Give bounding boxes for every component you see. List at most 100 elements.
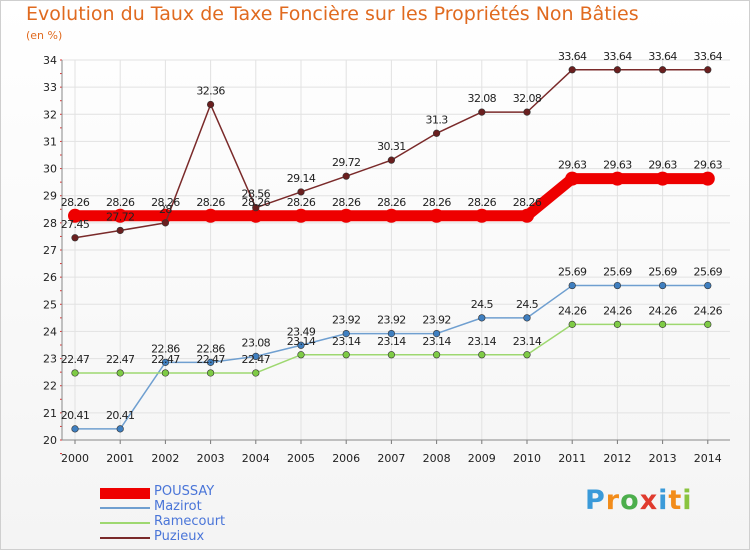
- x-tick-label: 2007: [377, 452, 405, 465]
- data-point-poussay: [655, 171, 670, 186]
- x-tick-label: 2006: [332, 452, 360, 465]
- data-point-ramecourt: [342, 351, 350, 359]
- data-point-mazirot: [433, 330, 441, 338]
- logo-letter: P: [585, 485, 606, 516]
- x-tick-label: 2014: [694, 452, 722, 465]
- data-label-mazirot: 25.69: [558, 266, 587, 279]
- data-label-puzieux: 33.64: [694, 50, 723, 63]
- data-label-puzieux: 32.36: [196, 85, 225, 98]
- data-label-mazirot: 25.69: [648, 266, 677, 279]
- y-tick-label: 33: [43, 81, 57, 94]
- data-label-ramecourt: 23.14: [287, 335, 316, 348]
- data-label-ramecourt: 24.26: [603, 304, 632, 317]
- data-point-poussay: [68, 208, 82, 223]
- data-label-ramecourt: 22.47: [106, 353, 135, 366]
- y-tick-label: 29: [43, 190, 57, 203]
- data-label-mazirot: 23.92: [332, 314, 361, 327]
- x-tick-label: 2005: [287, 452, 315, 465]
- data-point-poussay: [203, 208, 218, 223]
- data-point-mazirot: [207, 358, 215, 366]
- data-label-puzieux: 30.31: [377, 140, 406, 153]
- data-label-ramecourt: 23.14: [513, 335, 542, 348]
- grid-lines: [62, 59, 730, 441]
- y-tick-label: 32: [43, 108, 57, 121]
- logo-letter: o: [620, 485, 640, 516]
- data-label-mazirot: 22.86: [196, 342, 225, 355]
- data-label-ramecourt: 22.47: [61, 353, 90, 366]
- data-label-poussay: 28.26: [106, 196, 135, 209]
- data-point-mazirot: [297, 341, 305, 349]
- data-label-mazirot: 22.86: [151, 342, 180, 355]
- data-point-ramecourt: [387, 351, 396, 359]
- x-tick-label: 2002: [151, 452, 179, 465]
- data-point-puzieux: [568, 66, 576, 74]
- data-point-mazirot: [161, 358, 169, 366]
- chart-unit-label: (en %): [26, 29, 63, 42]
- data-label-ramecourt: 23.14: [332, 335, 361, 348]
- data-label-poussay: 28.26: [61, 196, 90, 209]
- legend-swatch: [100, 507, 150, 509]
- data-label-puzieux: 31.3: [426, 113, 449, 126]
- data-point-poussay: [248, 208, 263, 223]
- data-point-puzieux: [704, 66, 712, 74]
- data-point-ramecourt: [207, 369, 215, 377]
- data-label-poussay: 28.26: [513, 196, 542, 209]
- legend-swatch: [100, 522, 150, 524]
- data-label-mazirot: 20.41: [106, 409, 135, 422]
- data-point-poussay: [520, 208, 534, 223]
- data-label-mazirot: 25.69: [694, 266, 723, 279]
- data-label-poussay: 28.26: [468, 196, 497, 209]
- y-tick-label: 31: [43, 135, 57, 148]
- y-tick-label: 28: [43, 217, 57, 230]
- data-point-ramecourt: [523, 351, 531, 359]
- data-label-poussay: 28.26: [377, 196, 406, 209]
- data-point-mazirot: [342, 330, 350, 338]
- y-tick-label: 26: [43, 271, 57, 284]
- data-point-mazirot: [387, 330, 396, 338]
- data-point-puzieux: [71, 234, 79, 242]
- logo-letter: i: [658, 485, 669, 516]
- data-point-poussay: [113, 208, 128, 223]
- data-point-poussay: [474, 208, 489, 223]
- legend-label: POUSSAY: [154, 484, 215, 499]
- data-point-ramecourt: [613, 320, 622, 328]
- legend-swatch: [100, 537, 150, 539]
- legend-label: Mazirot: [154, 499, 202, 514]
- data-label-mazirot: 24.5: [471, 298, 494, 311]
- data-point-puzieux: [387, 156, 396, 164]
- data-label-ramecourt: 22.47: [196, 353, 225, 366]
- data-label-mazirot: 25.69: [603, 266, 632, 279]
- data-label-puzieux: 32.08: [513, 92, 542, 105]
- data-point-ramecourt: [252, 369, 260, 377]
- data-label-mazirot: 23.08: [242, 336, 271, 349]
- data-label-puzieux: 27.72: [106, 210, 135, 223]
- logo-letter: t: [668, 485, 683, 516]
- data-point-puzieux: [433, 129, 441, 137]
- data-point-poussay: [339, 208, 354, 223]
- data-point-puzieux: [613, 66, 622, 74]
- data-label-poussay: 28.26: [196, 196, 225, 209]
- data-label-poussay: 29.63: [603, 159, 632, 172]
- y-tick-label: 34: [43, 54, 57, 67]
- data-label-ramecourt: 24.26: [694, 304, 723, 317]
- data-point-poussay: [610, 171, 625, 186]
- data-point-mazirot: [658, 281, 667, 290]
- data-label-puzieux: 28: [159, 203, 172, 216]
- data-label-mazirot: 23.49: [287, 325, 316, 338]
- data-point-mazirot: [613, 281, 622, 290]
- x-tick-label: 2013: [649, 452, 677, 465]
- data-point-ramecourt: [478, 351, 486, 359]
- x-tick-label: 2004: [242, 452, 270, 465]
- x-tick-label: 2012: [603, 452, 631, 465]
- data-point-puzieux: [658, 66, 667, 74]
- data-label-ramecourt: 23.14: [377, 335, 406, 348]
- data-label-ramecourt: 23.14: [468, 335, 497, 348]
- data-labels-layer: 28.26 28.26 28.26 28.26 28.26 28.26 28.26 28.26…: [61, 50, 723, 422]
- data-point-ramecourt: [297, 351, 305, 359]
- data-point-mazirot: [523, 314, 531, 322]
- data-label-poussay: 28.26: [422, 196, 451, 209]
- x-tick-label: 2001: [106, 452, 134, 465]
- data-label-poussay: 29.63: [648, 159, 677, 172]
- data-point-poussay: [384, 208, 399, 223]
